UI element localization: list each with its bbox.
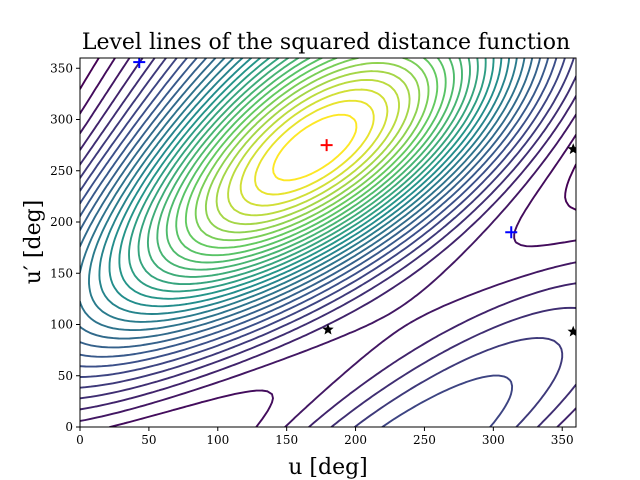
y-tick-label: 50 — [58, 369, 73, 383]
contour-level — [227, 78, 400, 217]
x-tick-label: 150 — [275, 433, 298, 447]
y-axis: 0 50 100 150 200 250 300 350 — [50, 61, 80, 434]
y-tick-label: 250 — [50, 164, 73, 178]
y-tick-label: 150 — [50, 266, 73, 280]
contour-level — [215, 70, 411, 226]
x-tick-label: 250 — [413, 433, 436, 447]
contour-level — [175, 58, 447, 257]
chart-title: Level lines of the squared distance func… — [82, 30, 570, 55]
star-marker — [322, 323, 334, 335]
contour-level — [118, 58, 495, 300]
contour-level — [80, 58, 550, 358]
star-marker — [567, 143, 576, 155]
contour-level — [184, 58, 439, 249]
x-tick-label: 0 — [76, 433, 84, 447]
contour-level — [80, 58, 558, 368]
contour-level — [156, 58, 463, 271]
contour-level — [204, 61, 421, 234]
contour-level — [80, 58, 526, 332]
contour-level — [88, 58, 518, 323]
plot-frame — [79, 57, 577, 428]
plus-marker — [320, 139, 333, 152]
x-tick-label: 50 — [141, 433, 156, 447]
contour-level — [108, 58, 503, 308]
contour-level — [146, 58, 471, 278]
x-tick-label: 300 — [482, 433, 505, 447]
x-tick-label: 100 — [206, 433, 229, 447]
chart-markers — [133, 58, 576, 337]
x-tick-label: 350 — [551, 433, 574, 447]
contour-level — [80, 58, 576, 427]
y-tick-label: 200 — [50, 215, 73, 229]
contour-level — [272, 113, 358, 182]
contour-level — [80, 58, 576, 427]
contour-level — [128, 58, 487, 293]
contour-level — [80, 58, 576, 427]
contour-level — [254, 99, 375, 196]
x-axis-label: u [deg] — [288, 455, 368, 480]
plus-marker — [505, 226, 518, 239]
star-marker — [567, 325, 576, 337]
contour-level — [98, 58, 511, 315]
y-tick-label: 0 — [65, 420, 73, 434]
contour-level — [137, 58, 479, 286]
contour-level — [194, 58, 430, 242]
x-axis: 0 50 100 150 200 250 300 350 — [76, 427, 574, 447]
y-tick-label: 100 — [50, 318, 73, 332]
y-tick-label: 300 — [50, 113, 73, 127]
y-tick-label: 350 — [50, 61, 73, 75]
contour-level — [80, 58, 542, 349]
contour-level — [239, 88, 389, 207]
x-tick-label: 200 — [344, 433, 367, 447]
contour-lines — [80, 58, 576, 427]
y-axis-label: u′ [deg] — [21, 200, 46, 285]
contour-level — [80, 58, 534, 340]
contour-level — [165, 58, 455, 264]
